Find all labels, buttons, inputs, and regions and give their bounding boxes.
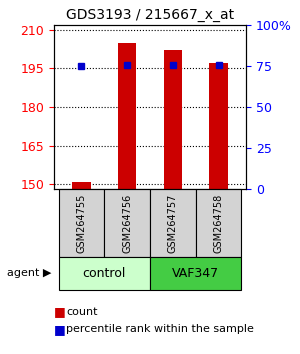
Bar	[72, 182, 91, 189]
Text: count: count	[66, 307, 98, 316]
FancyBboxPatch shape	[150, 189, 196, 257]
Text: VAF347: VAF347	[172, 267, 219, 280]
FancyBboxPatch shape	[58, 189, 104, 257]
Bar	[118, 43, 136, 189]
Text: agent ▶: agent ▶	[7, 268, 52, 279]
Title: GDS3193 / 215667_x_at: GDS3193 / 215667_x_at	[66, 8, 234, 22]
Text: percentile rank within the sample: percentile rank within the sample	[66, 324, 254, 334]
Bar	[164, 51, 182, 189]
Text: ■: ■	[54, 323, 66, 336]
Text: GSM264757: GSM264757	[168, 193, 178, 253]
Text: GSM264756: GSM264756	[122, 193, 132, 253]
Text: ■: ■	[54, 305, 66, 318]
Bar	[209, 63, 228, 189]
FancyBboxPatch shape	[196, 189, 242, 257]
Text: control: control	[82, 267, 126, 280]
Text: GSM264755: GSM264755	[76, 193, 86, 253]
FancyBboxPatch shape	[58, 257, 150, 290]
FancyBboxPatch shape	[150, 257, 242, 290]
FancyBboxPatch shape	[104, 189, 150, 257]
Text: GSM264758: GSM264758	[214, 193, 224, 253]
